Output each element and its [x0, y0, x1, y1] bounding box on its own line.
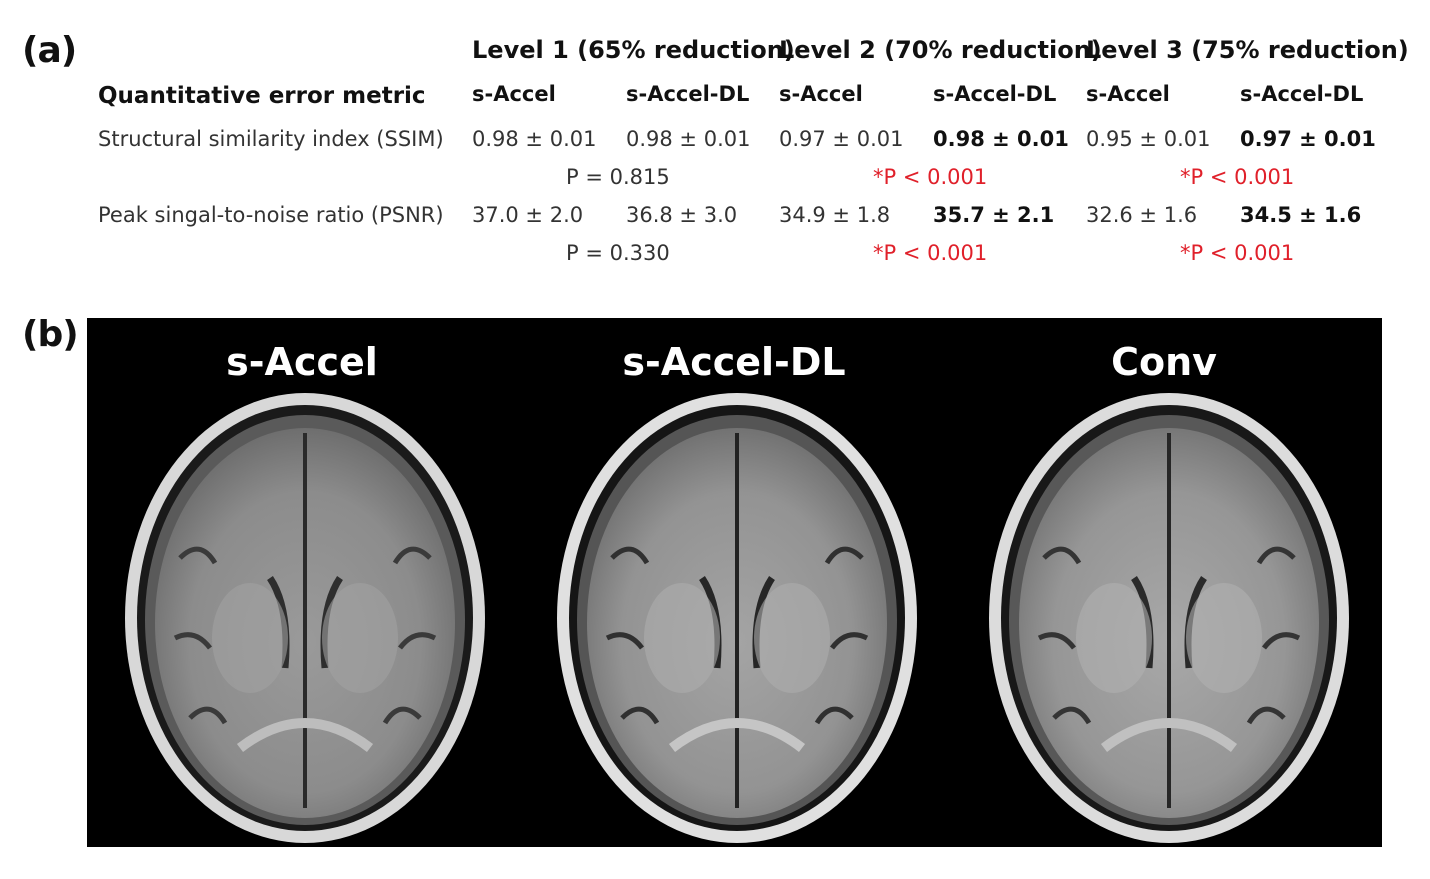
mri-comparison-figure: s-Accel s-Accel-DL Conv	[87, 318, 1382, 847]
level-3-header: Level 3 (75% reduction)	[1086, 36, 1409, 64]
p-value-significant: *P < 0.001	[873, 241, 988, 265]
level-2-col-s-accel-dl: s-Accel-DL	[933, 82, 1057, 106]
metric-ssim: Structural similarity index (SSIM)	[98, 127, 444, 151]
level-3-col-s-accel-dl: s-Accel-DL	[1240, 82, 1364, 106]
level-1-header: Level 1 (65% reduction)	[472, 36, 795, 64]
table-cell: 0.98 ± 0.01	[626, 127, 751, 151]
table-cell: 0.98 ± 0.01	[933, 127, 1069, 151]
mri-brain-image-s-accel-dl	[557, 393, 917, 843]
table-cell: 0.95 ± 0.01	[1086, 127, 1211, 151]
table-cell: 0.98 ± 0.01	[472, 127, 597, 151]
mri-title-conv: Conv	[1111, 340, 1217, 384]
panel-b-label: (b)	[22, 314, 79, 355]
mri-brain-image-s-accel	[125, 393, 485, 843]
table-cell: 0.97 ± 0.01	[779, 127, 904, 151]
table-cell: 37.0 ± 2.0	[472, 203, 584, 227]
table-cell: 35.7 ± 2.1	[933, 203, 1055, 227]
p-value: P = 0.815	[566, 165, 670, 189]
mri-title-s-accel-dl: s-Accel-DL	[622, 340, 846, 384]
p-value-significant: *P < 0.001	[1180, 165, 1295, 189]
table-cell: 34.5 ± 1.6	[1240, 203, 1362, 227]
level-2-col-s-accel: s-Accel	[779, 82, 863, 106]
panel-a-label: (a)	[22, 30, 77, 71]
mri-brain-image-conv	[989, 393, 1349, 843]
level-1-col-s-accel-dl: s-Accel-DL	[626, 82, 750, 106]
table-cell: 0.97 ± 0.01	[1240, 127, 1376, 151]
table-cell: 32.6 ± 1.6	[1086, 203, 1198, 227]
row-header: Quantitative error metric	[98, 83, 426, 109]
metric-psnr: Peak singal-to-noise ratio (PSNR)	[98, 203, 444, 227]
level-2-header: Level 2 (70% reduction)	[779, 36, 1102, 64]
table-cell: 34.9 ± 1.8	[779, 203, 891, 227]
p-value-significant: *P < 0.001	[1180, 241, 1295, 265]
level-3-col-s-accel: s-Accel	[1086, 82, 1170, 106]
table-cell: 36.8 ± 3.0	[626, 203, 738, 227]
p-value: P = 0.330	[566, 241, 670, 265]
mri-title-s-accel: s-Accel	[226, 340, 378, 384]
p-value-significant: *P < 0.001	[873, 165, 988, 189]
level-1-col-s-accel: s-Accel	[472, 82, 556, 106]
